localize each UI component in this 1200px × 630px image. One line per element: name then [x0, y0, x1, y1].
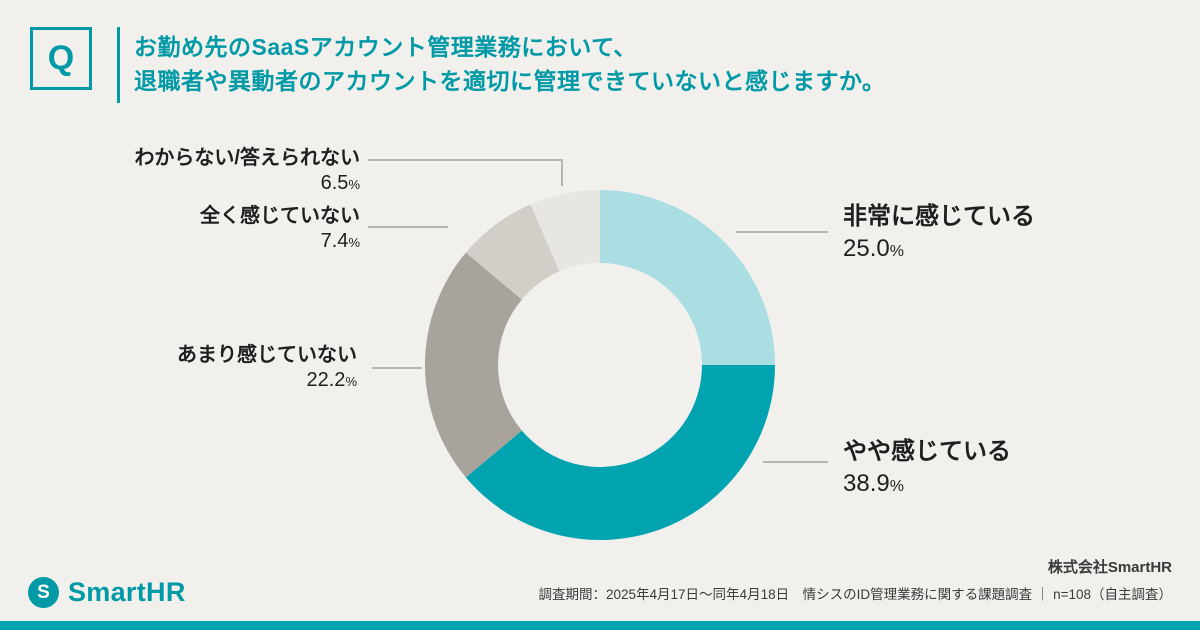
- footer-survey-note: 調査期間：2025年4月17日〜同年4月18日 情シスのID管理業務に関する課題…: [538, 587, 1173, 602]
- donut-segment-2: [424, 252, 522, 478]
- question-title: お勤め先のSaaSアカウント管理業務において、 退職者や異動者のアカウントを適切…: [134, 27, 886, 98]
- segment-percent: 22.2%: [177, 369, 358, 393]
- smarthr-logo-icon: S: [28, 577, 59, 608]
- segment-label-text: わからない/答えられない: [134, 147, 360, 169]
- footer-company: 株式会社SmartHR: [1047, 559, 1172, 576]
- segment-label-mattaku: 全く感じていない 7.4%: [200, 205, 360, 254]
- question-title-line2: 退職者や異動者のアカウントを適切に管理できていないと感じますか。: [134, 68, 886, 94]
- segment-percent-value: 6.5: [320, 172, 349, 194]
- segment-percent-value: 7.4: [320, 230, 349, 252]
- segment-percent: 6.5%: [134, 172, 360, 196]
- segment-percent-value: 38.9: [843, 470, 890, 497]
- donut-segment-0: [600, 190, 775, 365]
- segment-percent-sign: %: [348, 177, 360, 192]
- segment-label-hijou: 非常に感じている 25.0%: [843, 203, 1035, 266]
- segment-label-text: 非常に感じている: [843, 203, 1035, 230]
- donut-segment-3: [465, 204, 560, 300]
- header-divider: [117, 27, 120, 103]
- segment-label-text: あまり感じていない: [177, 344, 357, 366]
- smarthr-logo-text: SmartHR: [68, 577, 186, 607]
- segment-percent-sign: %: [345, 374, 357, 389]
- question-header: Q お勤め先のSaaSアカウント管理業務において、 退職者や異動者のアカウントを…: [30, 27, 886, 103]
- donut-segment-4: [530, 190, 600, 272]
- segment-label-text: 全く感じていない: [200, 205, 360, 227]
- segment-label-text: やや感じている: [843, 438, 1011, 465]
- smarthr-logo: S SmartHR: [28, 577, 186, 608]
- segment-label-amari: あまり感じていない 22.2%: [177, 344, 357, 393]
- brand-bottom-bar: [0, 621, 1200, 630]
- segment-percent-sign: %: [889, 243, 904, 260]
- segment-percent-value: 22.2: [306, 369, 346, 391]
- donut-chart: [424, 190, 775, 541]
- segment-label-wakaranai: わからない/答えられない 6.5%: [134, 147, 360, 196]
- segment-percent-sign: %: [348, 235, 360, 250]
- segment-label-yaya: やや感じている 38.9%: [843, 438, 1011, 501]
- segment-percent: 7.4%: [200, 230, 360, 254]
- segment-percent-sign: %: [889, 478, 904, 495]
- question-badge: Q: [30, 27, 92, 90]
- segment-percent: 25.0%: [843, 235, 1035, 266]
- segment-percent: 38.9%: [843, 470, 1011, 501]
- segment-percent-value: 25.0: [843, 235, 890, 262]
- question-title-line1: お勤め先のSaaSアカウント管理業務において、: [134, 34, 637, 60]
- donut-segment-1: [465, 365, 775, 541]
